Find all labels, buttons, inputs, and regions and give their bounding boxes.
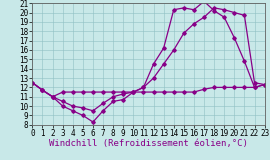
X-axis label: Windchill (Refroidissement éolien,°C): Windchill (Refroidissement éolien,°C) [49,139,248,148]
